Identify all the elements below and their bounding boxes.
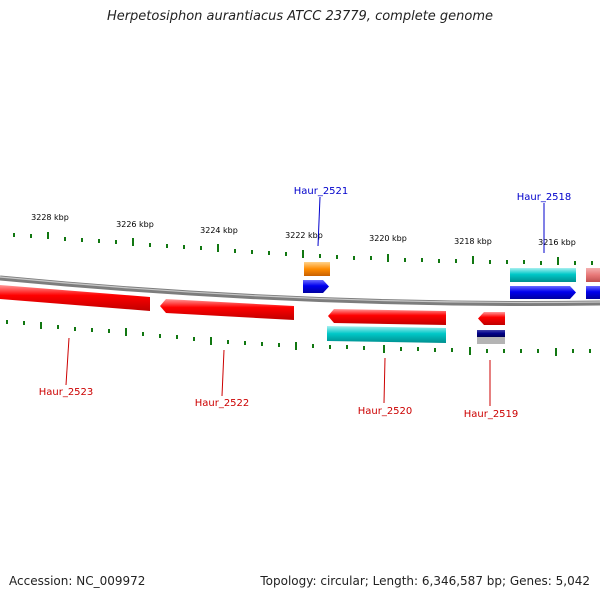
scale-label: 3216 kbp (538, 238, 576, 247)
gene-haur-2520[interactable] (328, 309, 446, 325)
gene-cyan-forward-2518[interactable] (510, 268, 576, 282)
scale-label: 3220 kbp (369, 234, 407, 243)
gene-orange-forward[interactable] (304, 262, 330, 276)
genome-summary-label: Topology: circular; Length: 6,346,587 bp… (260, 574, 590, 588)
gene-label-haur-2520[interactable]: Haur_2520 (358, 406, 413, 417)
scale-label: 3222 kbp (285, 231, 323, 240)
gene-pink-forward[interactable] (586, 268, 600, 282)
gene-label-haur-2523[interactable]: Haur_2523 (39, 387, 94, 398)
upper-tick-row (13, 232, 593, 265)
gene-cyan-reverse-2520[interactable] (327, 326, 446, 343)
gene-haur-2523[interactable] (0, 285, 150, 311)
lower-tick-row (6, 320, 591, 356)
gene-haur-2519[interactable] (478, 312, 505, 325)
gene-haur-2522[interactable] (160, 299, 294, 320)
scale-label: 3218 kbp (454, 237, 492, 246)
gene-label-haur-2521[interactable]: Haur_2521 (294, 186, 349, 197)
gene-grey-reverse[interactable] (477, 337, 505, 344)
scale-label: 3224 kbp (200, 226, 238, 235)
genome-backbone-highlight (0, 276, 600, 304)
leader-line-haur-2523 (65, 337, 70, 386)
gene-haur-2518[interactable] (510, 286, 576, 299)
accession-label: Accession: NC_009972 (9, 574, 146, 588)
gene-navy-reverse[interactable] (477, 330, 505, 337)
gene-haur-2521[interactable] (303, 280, 329, 293)
gene-label-haur-2519[interactable]: Haur_2519 (464, 409, 519, 420)
leader-line-haur-2522 (221, 349, 225, 397)
genome-title: Herpetosiphon aurantiacus ATCC 23779, co… (106, 9, 494, 24)
gene-blue-edge[interactable] (586, 286, 600, 299)
gene-label-haur-2518[interactable]: Haur_2518 (517, 192, 572, 203)
leader-line-haur-2521 (317, 196, 321, 247)
genome-backbone (0, 275, 600, 306)
scale-label: 3226 kbp (116, 220, 154, 229)
scale-label: 3228 kbp (31, 213, 69, 222)
leader-line-haur-2520 (383, 357, 386, 404)
gene-label-haur-2522[interactable]: Haur_2522 (195, 398, 250, 409)
